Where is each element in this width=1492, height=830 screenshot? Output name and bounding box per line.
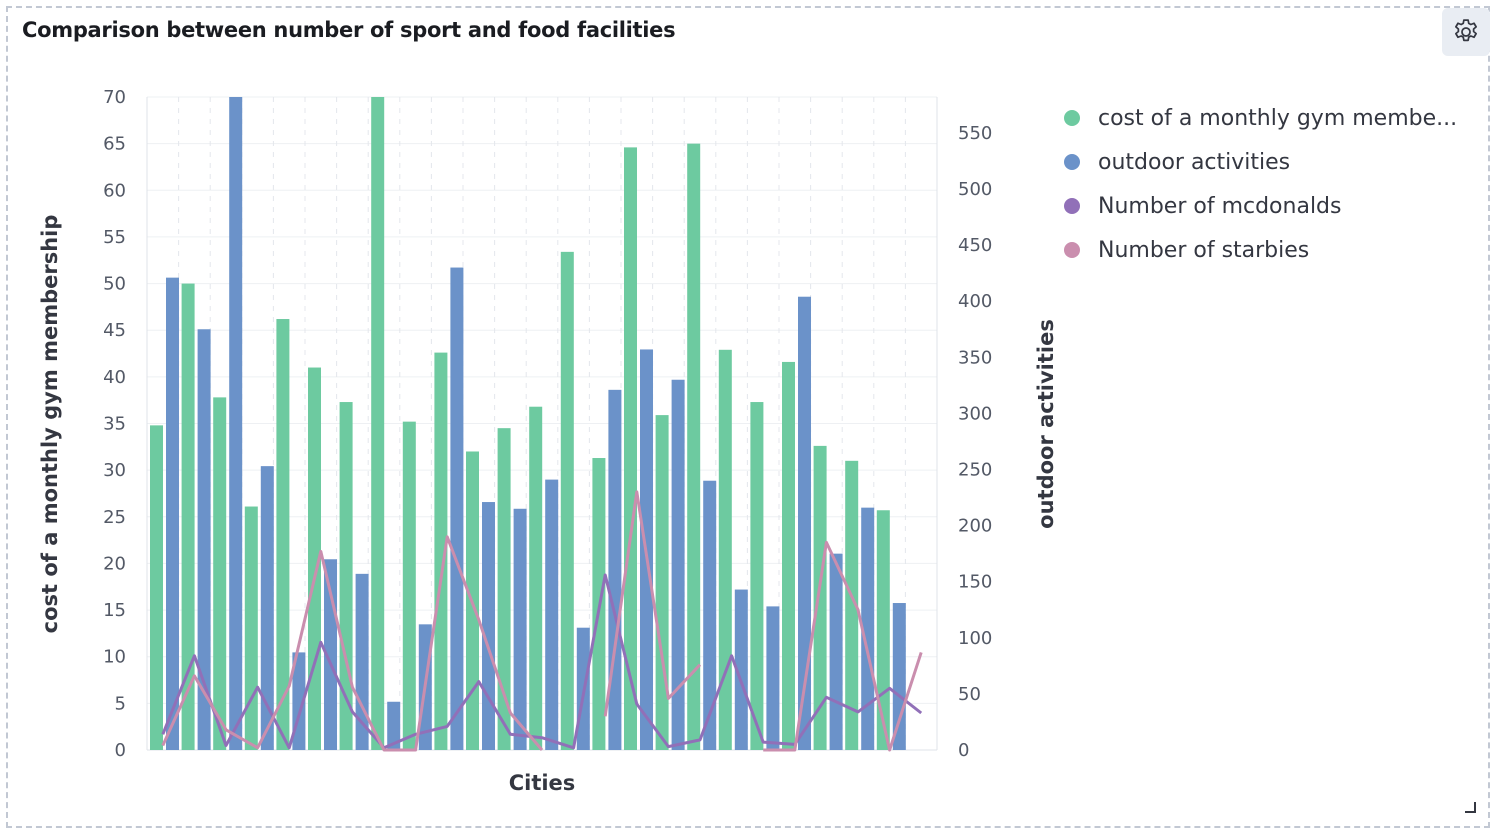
- axis-ticks: 0 5 10 15 20 25 30 35 40 45 50 55 60 65 70 0 50 100 150 200…: [103, 87, 992, 761]
- bar: [876, 510, 890, 750]
- series-line: [603, 490, 702, 717]
- left-y-tick-label: 40: [103, 367, 126, 388]
- right-y-tick-label: 550: [958, 123, 992, 144]
- left-y-tick-label: 45: [103, 320, 126, 341]
- right-y-tick-label: 50: [958, 684, 981, 705]
- bar: [829, 553, 843, 750]
- left-y-axis-title: cost of a monthly gym membership: [38, 215, 62, 634]
- left-y-tick-label: 20: [103, 553, 126, 574]
- right-y-axis-title: outdoor activities: [1034, 319, 1058, 529]
- left-y-tick-label: 55: [103, 227, 126, 248]
- left-y-tick-label: 70: [103, 87, 126, 108]
- bar: [750, 402, 764, 750]
- right-y-tick-label: 200: [958, 516, 992, 537]
- bar: [181, 283, 195, 750]
- right-y-tick-label: 150: [958, 572, 992, 593]
- left-y-tick-label: 50: [103, 274, 126, 295]
- bar: [734, 589, 748, 750]
- bar: [560, 251, 574, 750]
- bar: [624, 147, 637, 751]
- bar: [497, 428, 511, 750]
- legend-color-dot: [1064, 242, 1080, 258]
- right-y-tick-label: 100: [958, 628, 992, 649]
- right-y-tick-label: 0: [958, 740, 969, 761]
- legend-item-starbies[interactable]: Number of starbies: [1064, 228, 1457, 272]
- right-y-tick-label: 350: [958, 347, 992, 368]
- bar: [892, 603, 906, 750]
- chart-legend: cost of a monthly gym membe... outdoor a…: [1064, 96, 1457, 272]
- legend-item-gym-cost[interactable]: cost of a monthly gym membe...: [1064, 96, 1457, 140]
- panel-title: Comparison between number of sport and f…: [22, 18, 676, 42]
- legend-color-dot: [1064, 198, 1080, 214]
- right-y-tick-label: 300: [958, 403, 992, 424]
- bar: [608, 389, 622, 750]
- left-y-tick-label: 10: [103, 647, 126, 668]
- bar: [355, 573, 369, 750]
- bar: [371, 97, 385, 750]
- bar: [671, 379, 685, 750]
- resize-handle-icon[interactable]: [1464, 801, 1476, 813]
- gear-icon: [1455, 19, 1477, 42]
- bar: [813, 445, 827, 750]
- bar: [387, 701, 401, 750]
- legend-label: cost of a monthly gym membe...: [1098, 105, 1458, 131]
- right-y-tick-label: 500: [958, 179, 992, 200]
- left-y-tick-label: 5: [115, 693, 126, 714]
- legend-label: Number of starbies: [1098, 237, 1310, 263]
- left-y-tick-label: 35: [103, 414, 126, 435]
- combo-chart: 0 5 10 15 20 25 30 35 40 45 50 55 60 65 70 0 50 100 150 200…: [38, 87, 1058, 795]
- legend-item-mcdonalds[interactable]: Number of mcdonalds: [1064, 184, 1457, 228]
- bar: [766, 606, 780, 750]
- left-y-tick-label: 65: [103, 134, 126, 155]
- bar: [213, 397, 227, 750]
- x-axis-title: Cities: [509, 771, 576, 795]
- series-line: [161, 535, 544, 752]
- left-y-tick-label: 0: [115, 740, 126, 761]
- bar: [166, 277, 179, 750]
- left-y-tick-label: 15: [103, 600, 126, 621]
- left-y-tick-label: 30: [103, 460, 126, 481]
- bar: [197, 329, 211, 750]
- right-y-tick-label: 450: [958, 235, 992, 256]
- bar: [339, 402, 353, 750]
- right-y-tick-label: 400: [958, 291, 992, 312]
- legend-color-dot: [1064, 110, 1080, 126]
- bar: [244, 506, 258, 750]
- bar: [276, 319, 290, 750]
- bar: [529, 406, 543, 750]
- bar: [655, 415, 669, 750]
- bar: [150, 425, 163, 750]
- bar: [545, 479, 559, 750]
- lines: [161, 490, 923, 752]
- bar: [402, 421, 416, 750]
- bar: [703, 480, 717, 750]
- bar: [229, 97, 243, 750]
- bar: [798, 296, 811, 750]
- bar: [782, 361, 795, 750]
- bar: [845, 460, 859, 750]
- legend-item-outdoor-activities[interactable]: outdoor activities: [1064, 140, 1457, 184]
- left-y-tick-label: 25: [103, 507, 126, 528]
- panel-settings-button[interactable]: [1442, 8, 1490, 56]
- series-line: [763, 540, 923, 752]
- bar: [450, 267, 464, 750]
- legend-color-dot: [1064, 154, 1080, 170]
- bar: [482, 502, 495, 750]
- right-y-tick-label: 250: [958, 460, 992, 481]
- legend-label: outdoor activities: [1098, 149, 1291, 175]
- bar: [861, 507, 875, 750]
- bar: [687, 143, 701, 751]
- left-y-tick-label: 60: [103, 180, 126, 201]
- bar: [718, 349, 732, 750]
- bar: [260, 466, 274, 750]
- legend-label: Number of mcdonalds: [1098, 193, 1342, 219]
- bar: [513, 508, 527, 750]
- bar: [434, 352, 448, 750]
